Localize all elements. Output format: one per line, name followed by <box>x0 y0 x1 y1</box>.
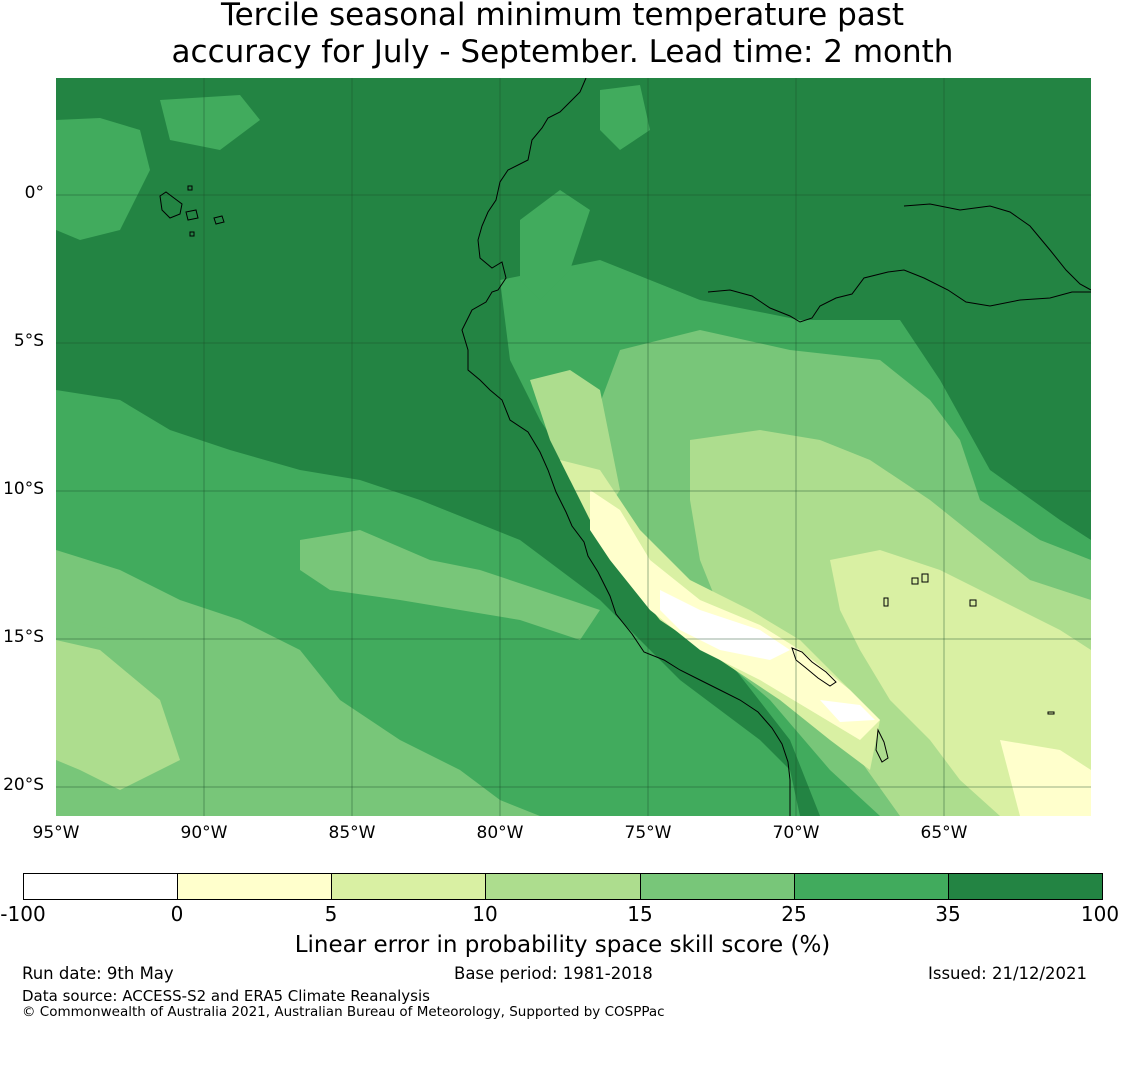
coastline <box>461 78 791 816</box>
colorbar-segment-10-15 <box>486 874 641 899</box>
colorbar-tick-100: 100 <box>1080 902 1120 926</box>
copyright: © Commonwealth of Australia 2021, Austra… <box>22 1004 665 1020</box>
field-below-0-2 <box>820 700 875 722</box>
colorbar-segment-25-35 <box>794 874 949 899</box>
field-below-0 <box>660 590 790 660</box>
lat-label-0: 0° <box>24 183 44 203</box>
amazon-river-upper <box>903 203 1091 291</box>
colorbar-tick-minus100: -100 <box>0 902 46 926</box>
skill-field <box>56 78 1091 816</box>
data-source: Data source: ACCESS-S2 and ERA5 Climate … <box>22 987 430 1005</box>
field-0-5-se <box>1000 740 1091 816</box>
colorbar-segment-35-100 <box>948 874 1102 899</box>
field-25-35-north2 <box>160 95 260 150</box>
lon-label-85w: 85°W <box>328 823 376 843</box>
colorbar-tick-25: 25 <box>781 902 807 926</box>
field-10-15-sw <box>56 640 180 790</box>
colorbar-label: Linear error in probability space skill … <box>294 932 831 958</box>
lon-label-75w: 75°W <box>624 823 672 843</box>
colorbar-segment-0-5 <box>178 874 333 899</box>
base-period: Base period: 1981-2018 <box>454 964 653 983</box>
lon-label-95w: 95°W <box>32 823 80 843</box>
lon-label-80w: 80°W <box>476 823 524 843</box>
lat-label-5s: 5°S <box>13 331 44 351</box>
colorbar-tick-35: 35 <box>935 902 961 926</box>
lat-label-20s: 20°S <box>3 775 44 795</box>
colorbar-tick-5: 5 <box>324 902 338 926</box>
issued-date: Issued: 21/12/2021 <box>928 964 1088 983</box>
field-15-25-band <box>300 530 600 640</box>
colorbar-tick-0: 0 <box>170 902 184 926</box>
galapagos-islands <box>159 185 225 237</box>
lat-label-15s: 15°S <box>3 627 44 647</box>
lat-label-10s: 10°S <box>3 479 44 499</box>
field-25-35-northeast <box>600 85 650 150</box>
lon-label-65w: 65°W <box>920 823 968 843</box>
small-lakes <box>883 573 1055 715</box>
lake-poopo <box>875 728 889 763</box>
field-25-35-coast <box>520 190 590 300</box>
colorbar-tick-10: 10 <box>472 902 498 926</box>
lon-label-90w: 90°W <box>180 823 228 843</box>
field-25-35-north <box>56 118 150 240</box>
colorbar-segment-5-10 <box>332 874 487 899</box>
colorbar-segment-below-0 <box>24 874 179 899</box>
colorbar <box>23 873 1103 900</box>
colorbar-segment-15-25 <box>640 874 795 899</box>
colorbar-tick-15: 15 <box>627 902 653 926</box>
graticule <box>56 78 1091 816</box>
field-0-5 <box>590 490 880 740</box>
map-title-line2: accuracy for July - September. Lead time… <box>171 34 954 70</box>
run-date: Run date: 9th May <box>22 964 174 983</box>
lake-titicaca <box>791 647 837 687</box>
amazon-river <box>707 269 1091 323</box>
lon-label-70w: 70°W <box>772 823 820 843</box>
map-title-line1: Tercile seasonal minimum temperature pas… <box>220 0 905 33</box>
